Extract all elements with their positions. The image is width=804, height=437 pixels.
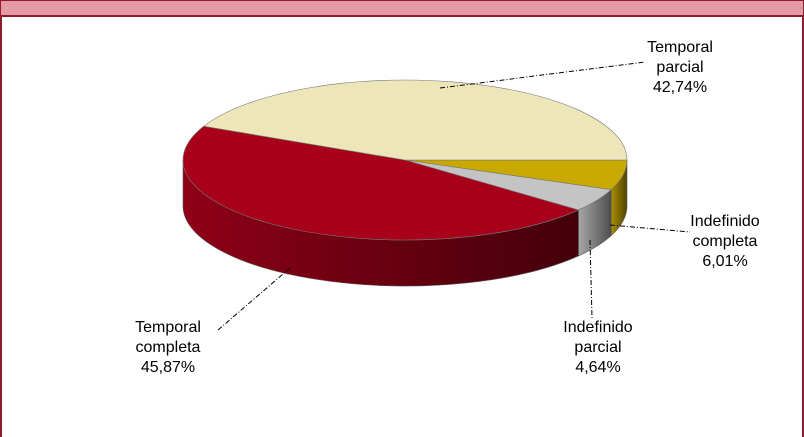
slice-value: 42,74% [652,79,708,96]
slice-value: 6,01% [702,253,748,270]
slice-value: 4,64% [575,359,621,376]
leader-line [589,239,593,319]
slice-label: Indefinido completa 6,01% [665,212,785,272]
header-band [0,0,804,17]
slice [203,79,628,161]
leader-line [217,267,291,331]
slice [182,125,580,241]
slice-label: Temporal parcial 42,74% [620,38,740,98]
slice-name: Temporal completa [135,319,201,356]
slice-name: Indefinido completa [690,213,760,250]
slice-name: Indefinido parcial [563,319,633,356]
slice-label: Temporal completa 45,87% [108,318,228,378]
slice-value: 45,87% [140,359,196,376]
leader-line [439,61,646,89]
slice-label: Indefinido parcial 4,64% [538,318,658,378]
leader-line [609,224,691,233]
slice-name: Temporal parcial [647,39,713,76]
